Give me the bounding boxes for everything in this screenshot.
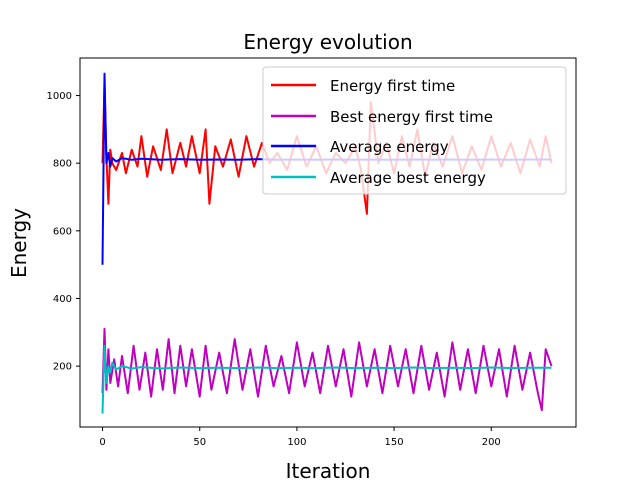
plot-frame (79, 57, 577, 428)
x-tick-label-150: 150 (385, 437, 404, 448)
ticks-layer: 0 50 100 150 200 200 400 600 800 1000 (47, 91, 501, 448)
legend-label-average-best-energy: Average best energy (330, 169, 486, 187)
legend-label-energy-first-time: Energy first time (330, 77, 455, 95)
y-tick-label-1000: 1000 (47, 91, 72, 102)
x-tick-label-200: 200 (482, 437, 501, 448)
y-tick-label-800: 800 (53, 159, 72, 170)
y-tick-label-400: 400 (53, 294, 72, 305)
legend: Energy first time Best energy first time… (262, 66, 567, 195)
x-tick-label-50: 50 (193, 437, 206, 448)
x-tick-label-100: 100 (287, 437, 306, 448)
legend-label-average-energy: Average energy (330, 138, 449, 156)
series-line-average-best-energy (101, 344, 552, 414)
y-axis-title: Energy (7, 208, 31, 278)
y-tick-label-600: 600 (53, 226, 72, 237)
x-tick-label-0: 0 (99, 437, 105, 448)
legend-label-best-energy-first-time: Best energy first time (330, 108, 493, 126)
y-tick-label-200: 200 (53, 362, 72, 373)
chart-title: Energy evolution (243, 30, 412, 54)
series-line-best-energy-first-time (101, 327, 553, 412)
x-axis-title: Iteration (286, 459, 371, 480)
legend-box (262, 66, 567, 195)
